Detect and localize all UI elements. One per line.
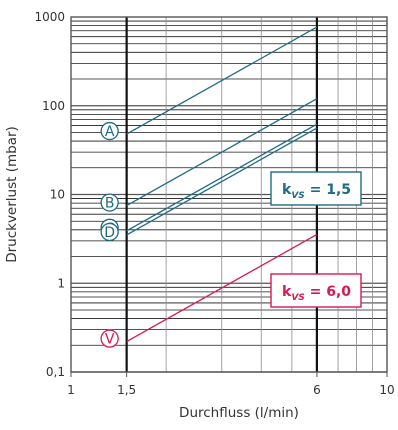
y-tick-label: 1000 bbox=[34, 10, 65, 24]
series-line-B bbox=[126, 98, 318, 207]
grid bbox=[70, 17, 388, 373]
x-axis-label: Durchfluss (l/min) bbox=[179, 405, 299, 421]
kvs-value-label: kVS = 1,5 bbox=[282, 182, 351, 201]
series-line-V bbox=[126, 233, 318, 343]
kvs-box-frame bbox=[270, 171, 362, 206]
series-marker-B: B bbox=[100, 193, 119, 212]
series-line-A bbox=[126, 26, 318, 135]
kvs-value-label: kVS = 6,0 bbox=[282, 284, 351, 303]
kvs-box-1: kVS = 1,5 bbox=[270, 171, 362, 206]
marker-circle bbox=[100, 193, 119, 212]
x-tick-label: 6 bbox=[313, 383, 321, 397]
series-name: B bbox=[105, 196, 115, 212]
series-marker-A: A bbox=[100, 121, 119, 141]
kvs-box-frame bbox=[270, 273, 362, 308]
series-lines bbox=[126, 26, 318, 343]
plot-border bbox=[70, 16, 388, 373]
kvs-symbol: k bbox=[282, 182, 292, 198]
marker-circle bbox=[100, 121, 119, 141]
series-line-C bbox=[126, 123, 318, 232]
kvs-subscript: VS bbox=[291, 191, 304, 201]
y-tick-label: 1 bbox=[57, 276, 65, 290]
marker-circle bbox=[100, 329, 119, 348]
series-markers: ABCDV bbox=[100, 121, 119, 348]
x-tick-label: 1,5 bbox=[117, 383, 136, 397]
series-line-D bbox=[126, 127, 318, 236]
x-tick-label: 1 bbox=[67, 383, 75, 397]
series-name: A bbox=[105, 124, 115, 140]
y-axis-label: Druckverlust (mbar) bbox=[4, 126, 20, 263]
y-tick-label: 0,1 bbox=[46, 365, 65, 379]
series-name: D bbox=[104, 225, 115, 241]
kvs-subscript: VS bbox=[291, 293, 304, 303]
plot-frame bbox=[70, 16, 388, 377]
y-tick-label: 100 bbox=[42, 99, 65, 113]
series-marker-V: V bbox=[100, 329, 119, 348]
kvs-value: = 6,0 bbox=[305, 284, 352, 300]
kvs-value: = 1,5 bbox=[305, 182, 351, 198]
series-marker-D: D bbox=[100, 222, 119, 242]
x-tick-label: 10 bbox=[379, 383, 394, 397]
marker-circle bbox=[100, 222, 119, 242]
y-tick-label: 10 bbox=[50, 188, 65, 202]
kvs-symbol: k bbox=[282, 284, 292, 300]
kvs-box-2: kVS = 6,0 bbox=[270, 273, 362, 308]
series-name: V bbox=[105, 332, 115, 348]
